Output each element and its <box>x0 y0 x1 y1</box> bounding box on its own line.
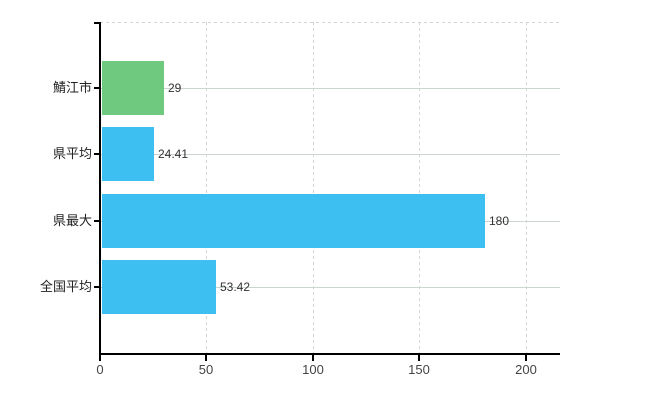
y-axis-tick <box>94 286 100 288</box>
x-tick-label: 200 <box>515 362 537 377</box>
x-axis-tick <box>418 355 420 361</box>
y-axis-tick <box>94 87 100 89</box>
bar-value-label: 24.41 <box>158 147 189 161</box>
x-axis-tick <box>99 355 101 361</box>
vertical-gridline <box>526 22 527 353</box>
y-axis-line <box>99 22 101 355</box>
category-label: 鯖江市 <box>52 80 92 95</box>
category-label: 全国平均 <box>39 279 92 294</box>
chart-bar <box>102 61 164 115</box>
x-axis-tick <box>312 355 314 361</box>
chart-bar <box>102 194 485 248</box>
x-axis-line <box>99 353 560 355</box>
category-label: 県最大 <box>52 213 92 228</box>
x-axis-tick <box>525 355 527 361</box>
x-tick-label: 50 <box>198 362 214 377</box>
horizontal-gridline <box>100 287 560 288</box>
y-axis-tick <box>94 220 100 222</box>
x-tick-label: 0 <box>96 362 104 377</box>
x-tick-label: 100 <box>302 362 324 377</box>
chart-bar <box>102 127 154 181</box>
horizontal-gridline <box>100 154 560 155</box>
chart-bar <box>102 260 216 314</box>
y-axis-top-tick <box>94 22 100 24</box>
x-axis-tick <box>205 355 207 361</box>
y-axis-tick <box>94 153 100 155</box>
category-label: 県平均 <box>52 146 92 161</box>
bar-value-label: 53.42 <box>220 280 251 294</box>
vertical-gridline <box>313 22 314 353</box>
vertical-gridline <box>419 22 420 353</box>
vertical-gridline <box>206 22 207 353</box>
plot-top-border <box>100 22 560 23</box>
bar-value-label: 180 <box>489 214 510 228</box>
bar-value-label: 29 <box>168 81 182 95</box>
x-tick-label: 150 <box>408 362 430 377</box>
horizontal-gridline <box>100 88 560 89</box>
